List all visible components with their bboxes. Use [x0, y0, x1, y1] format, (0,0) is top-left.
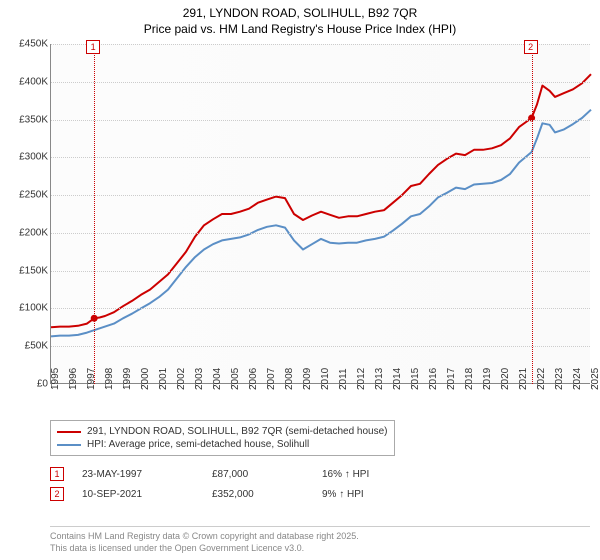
x-axis-label: 2000: [140, 368, 151, 390]
data-point-marker: 1: [50, 467, 64, 481]
data-points-table: 1 23-MAY-1997£87,00016% ↑ HPI 2 10-SEP-2021…: [50, 464, 590, 504]
gridline-h: [51, 271, 590, 272]
x-axis-label: 2011: [338, 368, 349, 390]
x-axis-label: 2020: [500, 368, 511, 390]
credits-line-1: Contains HM Land Registry data © Crown c…: [50, 531, 590, 543]
series-line: [51, 110, 591, 337]
x-axis-label: 2012: [356, 368, 367, 390]
line-series-svg: [51, 44, 591, 384]
x-axis-label: 2009: [302, 368, 313, 390]
x-axis-label: 2008: [284, 368, 295, 390]
data-point-pct: 9% ↑ HPI: [322, 489, 432, 500]
x-axis-label: 2010: [320, 368, 331, 390]
y-axis-label: £150K: [4, 265, 48, 276]
data-point-price: £352,000: [212, 489, 322, 500]
x-axis-label: 2019: [482, 368, 493, 390]
marker-guide-line: [94, 44, 95, 384]
x-axis-label: 2024: [572, 368, 583, 390]
gridline-h: [51, 308, 590, 309]
gridline-h: [51, 233, 590, 234]
x-axis-label: 2023: [554, 368, 565, 390]
x-axis-label: 2004: [212, 368, 223, 390]
credits-line-2: This data is licensed under the Open Gov…: [50, 543, 590, 555]
data-point-row: 2 10-SEP-2021£352,0009% ↑ HPI: [50, 484, 590, 504]
gridline-h: [51, 346, 590, 347]
y-axis-label: £50K: [4, 341, 48, 352]
x-axis-label: 2021: [518, 368, 529, 390]
chart-title: 291, LYNDON ROAD, SOLIHULL, B92 7QR Pric…: [0, 0, 600, 37]
x-axis-label: 1997: [86, 368, 97, 390]
x-axis-label: 1995: [50, 368, 61, 390]
marker-label-box: 1: [86, 40, 100, 54]
data-point-pct: 16% ↑ HPI: [322, 469, 432, 480]
gridline-h: [51, 157, 590, 158]
x-axis-label: 1998: [104, 368, 115, 390]
x-axis-label: 1996: [68, 368, 79, 390]
x-axis-label: 2001: [158, 368, 169, 390]
x-axis-label: 2002: [176, 368, 187, 390]
y-axis-label: £300K: [4, 152, 48, 163]
data-point-marker: 2: [50, 487, 64, 501]
legend-text: HPI: Average price, semi-detached house,…: [87, 439, 309, 450]
data-point-date: 23-MAY-1997: [82, 469, 212, 480]
x-axis-label: 2018: [464, 368, 475, 390]
legend-area: 291, LYNDON ROAD, SOLIHULL, B92 7QR (sem…: [50, 420, 590, 504]
y-axis-label: £250K: [4, 190, 48, 201]
x-axis-label: 2003: [194, 368, 205, 390]
x-axis-label: 2016: [428, 368, 439, 390]
x-axis-label: 2013: [374, 368, 385, 390]
title-line-1: 291, LYNDON ROAD, SOLIHULL, B92 7QR: [0, 6, 600, 22]
legend-item: HPI: Average price, semi-detached house,…: [57, 438, 388, 451]
legend-text: 291, LYNDON ROAD, SOLIHULL, B92 7QR (sem…: [87, 426, 388, 437]
legend-swatch: [57, 431, 81, 433]
marker-guide-line: [532, 44, 533, 384]
y-axis-label: £0: [4, 379, 48, 390]
x-axis-label: 2025: [590, 368, 600, 390]
data-point-date: 10-SEP-2021: [82, 489, 212, 500]
y-axis-label: £200K: [4, 227, 48, 238]
y-axis-label: £450K: [4, 39, 48, 50]
x-axis-label: 2005: [230, 368, 241, 390]
credits: Contains HM Land Registry data © Crown c…: [50, 526, 590, 554]
gridline-h: [51, 44, 590, 45]
chart-container: 291, LYNDON ROAD, SOLIHULL, B92 7QR Pric…: [0, 0, 600, 560]
data-point-price: £87,000: [212, 469, 322, 480]
x-axis-label: 2015: [410, 368, 421, 390]
gridline-h: [51, 120, 590, 121]
y-axis-label: £350K: [4, 114, 48, 125]
gridline-h: [51, 82, 590, 83]
legend-swatch: [57, 444, 81, 446]
x-axis-label: 2017: [446, 368, 457, 390]
title-line-2: Price paid vs. HM Land Registry's House …: [0, 22, 600, 38]
x-axis-label: 2007: [266, 368, 277, 390]
x-axis-label: 1999: [122, 368, 133, 390]
y-axis-label: £100K: [4, 303, 48, 314]
legend-box: 291, LYNDON ROAD, SOLIHULL, B92 7QR (sem…: [50, 420, 395, 456]
legend-item: 291, LYNDON ROAD, SOLIHULL, B92 7QR (sem…: [57, 425, 388, 438]
chart-area: £0 £50K £100K £150K £200K £250K £300K £350K £400…: [0, 44, 600, 414]
x-axis-label: 2006: [248, 368, 259, 390]
x-axis-label: 2022: [536, 368, 547, 390]
y-axis-label: £400K: [4, 76, 48, 87]
gridline-h: [51, 195, 590, 196]
plot-area: [50, 44, 590, 384]
marker-label-box: 2: [524, 40, 538, 54]
series-line: [51, 74, 591, 327]
x-axis-label: 2014: [392, 368, 403, 390]
data-point-row: 1 23-MAY-1997£87,00016% ↑ HPI: [50, 464, 590, 484]
